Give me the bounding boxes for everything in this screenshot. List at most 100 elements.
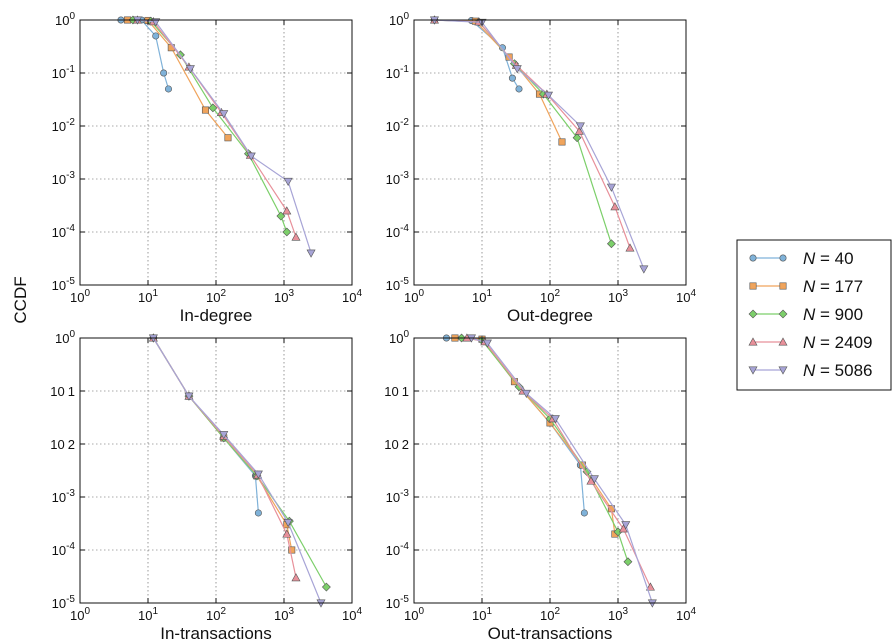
panels: 100 101 102 103 104 100 10-1 10-2 10-3 10-4 10-5 In… (50, 11, 696, 642)
data-point (543, 91, 553, 100)
data-point (580, 509, 588, 517)
y-tick-label: 10-5 (386, 594, 410, 611)
x-tick-label: 104 (676, 606, 696, 623)
data-point (254, 509, 262, 517)
y-tick-label: 10 1 (384, 384, 409, 399)
y-tick-label: 10-3 (386, 488, 410, 505)
data-point (208, 103, 218, 113)
data-point (282, 206, 292, 215)
data-point (185, 65, 195, 74)
y-tick-label: 10-5 (52, 276, 76, 293)
x-tick-label: 102 (540, 288, 560, 305)
legend-marker (779, 254, 787, 262)
y-tick-label: 10-5 (52, 594, 76, 611)
x-tick-label: 101 (138, 288, 158, 305)
x-tick-label: 100 (70, 288, 90, 305)
y-tick-label: 100 (389, 329, 409, 346)
x-axis-label: In-degree (180, 306, 253, 325)
data-point (512, 65, 522, 74)
y-tick-label: 10-3 (386, 170, 410, 187)
data-point (282, 529, 292, 538)
x-tick-label: 102 (206, 288, 226, 305)
data-point (498, 44, 506, 52)
data-point (291, 573, 301, 582)
y-tick-label: 10-5 (386, 276, 410, 293)
x-tick-label: 100 (404, 606, 424, 623)
y-tick-label: 10-2 (52, 117, 76, 134)
x-tick-label: 101 (472, 288, 492, 305)
data-point (291, 232, 301, 241)
legend-entry: N = 5086 (748, 361, 872, 380)
x-axis-label: In-transactions (160, 624, 272, 642)
data-point (283, 177, 293, 187)
data-point (621, 521, 631, 530)
legend: N = 40 N = 177 N = 900 N = 2409 N = 5086 (736, 239, 892, 391)
x-tick-label: 101 (472, 606, 492, 623)
legend-marker (778, 309, 788, 319)
data-point (482, 339, 492, 348)
data-point (574, 126, 584, 135)
x-tick-label: 101 (138, 606, 158, 623)
legend-entry: N = 177 (749, 277, 863, 296)
x-tick-label: 103 (274, 606, 294, 623)
data-point (550, 415, 560, 424)
panel-out-degree: 100 101 102 103 104 100 10-1 10-2 10-3 10-4 10-5 Ou… (386, 11, 697, 325)
data-point (508, 74, 516, 82)
legend-label: N = 2409 (803, 333, 872, 352)
x-tick-label: 103 (608, 606, 628, 623)
legend-marker (778, 366, 788, 375)
series-n=5086 (466, 334, 657, 608)
y-tick-label: 100 (389, 11, 409, 28)
data-point (164, 85, 172, 93)
y-tick-label: 100 (55, 11, 75, 28)
x-tick-label: 103 (608, 288, 628, 305)
legend-marker (748, 337, 758, 346)
y-tick-label: 10 2 (384, 437, 409, 452)
legend-entry: N = 40 (749, 249, 854, 268)
data-point (645, 582, 655, 591)
series-line (152, 337, 322, 604)
legend-marker (748, 366, 758, 375)
legend-marker (778, 337, 788, 346)
x-tick-label: 104 (342, 606, 362, 623)
legend-marker (779, 282, 787, 290)
y-tick-label: 10 1 (50, 384, 75, 399)
data-point (201, 106, 209, 114)
x-tick-label: 100 (404, 288, 424, 305)
y-tick-label: 10-3 (52, 488, 76, 505)
legend-label: N = 177 (803, 277, 863, 296)
data-point (152, 32, 160, 40)
legend-label: N = 40 (803, 249, 854, 268)
data-point (184, 392, 194, 401)
data-point (224, 134, 232, 142)
data-point (219, 110, 229, 119)
series-n=5086 (148, 334, 326, 608)
x-tick-label: 102 (540, 606, 560, 623)
data-point (575, 122, 585, 131)
y-tick-label: 10-2 (386, 117, 410, 134)
y-tick-label: 10-4 (386, 223, 410, 240)
y-tick-label: 10-3 (52, 170, 76, 187)
data-point (253, 470, 263, 479)
legend-entry: N = 900 (748, 305, 863, 324)
x-tick-label: 104 (342, 288, 362, 305)
data-point (606, 183, 616, 192)
data-point (521, 389, 531, 399)
legend-marker (748, 309, 758, 319)
legend-marker (749, 282, 757, 290)
legend-label: N = 5086 (803, 361, 872, 380)
x-tick-label: 104 (676, 288, 696, 305)
panel-in-transactions: 100 101 102 103 104 100 10 1 10 2 10-3 10-4 10-5 In-t… (50, 329, 362, 642)
data-point (606, 239, 616, 249)
data-point (625, 243, 635, 252)
y-tick-label: 10-1 (386, 64, 410, 81)
y-tick-label: 10 2 (50, 437, 75, 452)
data-point (151, 18, 161, 27)
x-axis-label: Out-transactions (488, 624, 613, 642)
x-tick-label: 100 (70, 606, 90, 623)
data-point (572, 133, 582, 143)
data-point (283, 519, 293, 528)
legend-entry: N = 2409 (748, 333, 872, 352)
data-point (623, 557, 633, 567)
